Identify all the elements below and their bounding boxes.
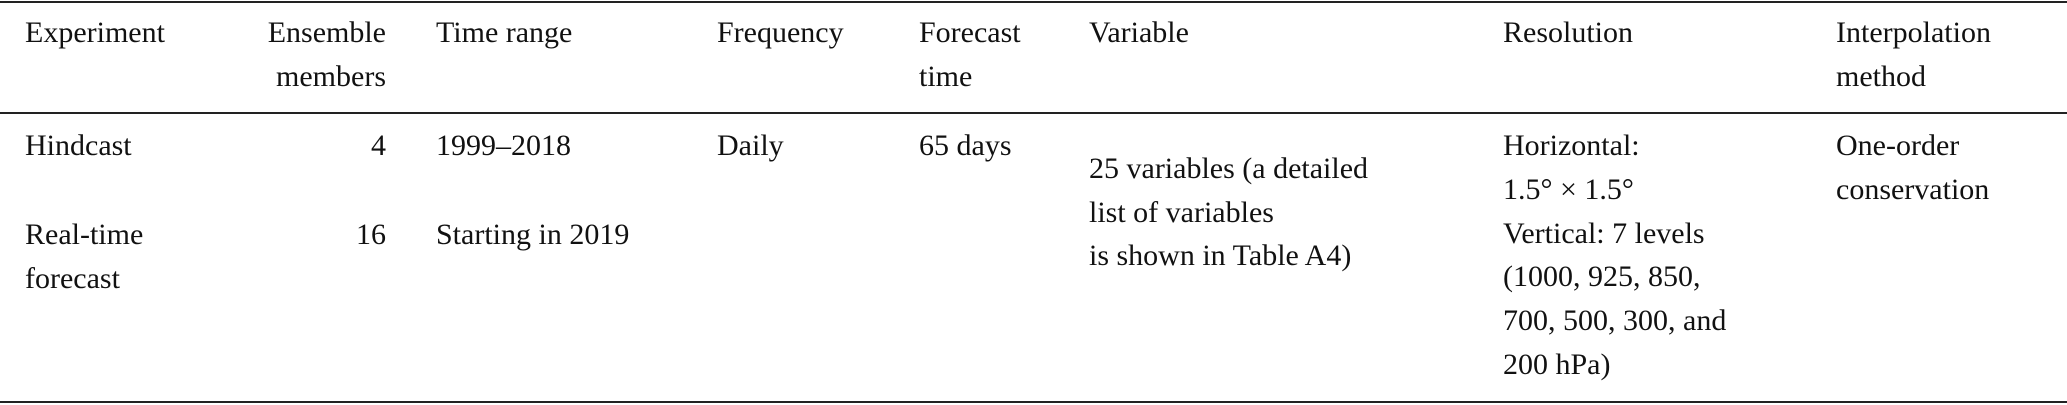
header-cell: Resolution	[1503, 16, 1634, 49]
resolution-cell: 700, 500, 300, and	[1503, 304, 1727, 338]
top-rule	[0, 1, 2067, 3]
bottom-rule	[0, 401, 2067, 403]
header-cell: Variable	[1089, 16, 1189, 49]
header-cell: Ensemble	[267, 16, 386, 49]
interpolation-cell: conservation	[1836, 173, 1990, 206]
frequency-cell: Daily	[717, 129, 784, 162]
variable-cell: is shown in Table A4)	[1089, 239, 1352, 272]
resolution-cell: (1000, 925, 850,	[1503, 260, 1701, 294]
members-cell: 4	[371, 129, 386, 162]
variable-cell: 25 variables (a detailed	[1089, 152, 1369, 185]
header-cell: time	[919, 60, 973, 93]
resolution-cell: Horizontal:	[1503, 129, 1640, 162]
experiment-cell: Hindcast	[25, 129, 132, 162]
header-cell: Interpolation	[1836, 16, 1991, 49]
header-cell: Forecast	[919, 16, 1021, 49]
experiment-cell: forecast	[25, 262, 120, 295]
resolution-cell: Vertical: 7 levels	[1503, 216, 1705, 250]
header-rule	[0, 112, 2067, 114]
header-cell: Experiment	[25, 16, 165, 49]
header-cell: Time range	[436, 16, 573, 49]
resolution-cell: 200 hPa)	[1503, 348, 1611, 381]
experiment-cell: Real-time	[25, 218, 144, 251]
members-cell: 16	[356, 218, 386, 251]
time-range-cell: Starting in 2019	[436, 218, 630, 251]
interpolation-cell: One-order	[1836, 129, 1960, 162]
header-cell: method	[1836, 60, 1926, 93]
resolution-cell: 1.5° × 1.5°	[1503, 172, 1634, 206]
header-cell: Frequency	[717, 16, 844, 49]
forecast-time-cell: 65 days	[919, 129, 1012, 162]
header-cell: members	[276, 60, 386, 93]
time-range-cell: 1999–2018	[436, 129, 571, 162]
variable-cell: list of variables	[1089, 195, 1274, 229]
